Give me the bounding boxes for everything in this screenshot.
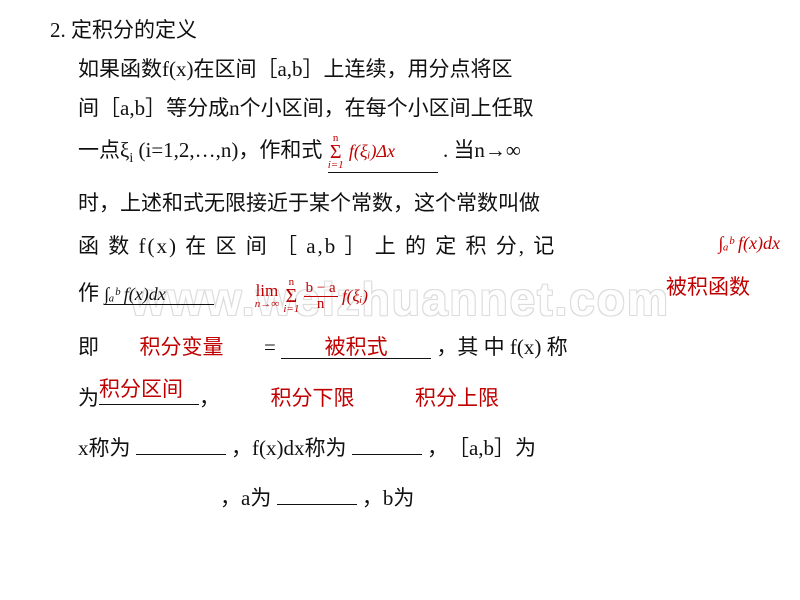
label: 积分下限	[271, 386, 355, 410]
subscript: i	[129, 151, 133, 166]
body-line: 函 数 f(x) 在 区 间 ［ a,b ］ 上 的 定 积 分, 记	[78, 234, 556, 258]
body-line: 作	[78, 281, 99, 305]
body-line: (i=1,2,…,n)，作和式	[139, 138, 323, 162]
formula: n→∞	[255, 299, 279, 310]
formula: b − a	[304, 281, 338, 297]
sigma-icon: n Σ i=1	[283, 277, 299, 315]
body-line: x称为	[78, 436, 131, 460]
formula: lim	[255, 282, 279, 299]
body-line: ，b为	[362, 486, 415, 510]
body-line: 即	[78, 335, 99, 359]
formula: ∫ₐᵇ f(x)dx	[718, 234, 780, 252]
sigma-icon: n Σ i=1	[328, 133, 344, 171]
body-line: . 当n→∞	[443, 138, 521, 162]
body-line: ，其 中 f(x) 称	[436, 335, 567, 359]
title-text: 定积分的定义	[71, 18, 197, 42]
formula: f(ξᵢ)Δx	[349, 141, 395, 161]
body-line: ，a为	[220, 486, 271, 510]
equals: =	[264, 335, 276, 359]
label: 积分区间	[99, 379, 183, 400]
title-number: 2.	[50, 18, 66, 42]
body-line: 如果函数f(x)在区间［a,b］上连续，用分点将区	[78, 57, 513, 81]
body-line: 时，上述和式无限接近于某个常数，这个常数叫做	[78, 191, 540, 215]
formula: f(ξᵢ)	[342, 287, 368, 306]
body-line: ，f(x)dx称为	[231, 436, 346, 460]
formula: n	[304, 297, 338, 312]
label: 被积式	[281, 337, 431, 358]
label: 积分变量	[140, 335, 224, 359]
body-line: 为	[78, 386, 99, 410]
body-line: ， ［a,b］为	[427, 436, 536, 460]
body-line: ，	[199, 386, 220, 410]
formula: ∫ₐᵇ f(x)dx	[104, 284, 166, 304]
body-line: 间［a,b］等分成n个小区间，在每个小区间上任取	[78, 96, 534, 120]
label: 积分上限	[415, 386, 499, 410]
label: 被积函数	[666, 277, 750, 298]
body-line: 一点ξ	[78, 138, 129, 162]
